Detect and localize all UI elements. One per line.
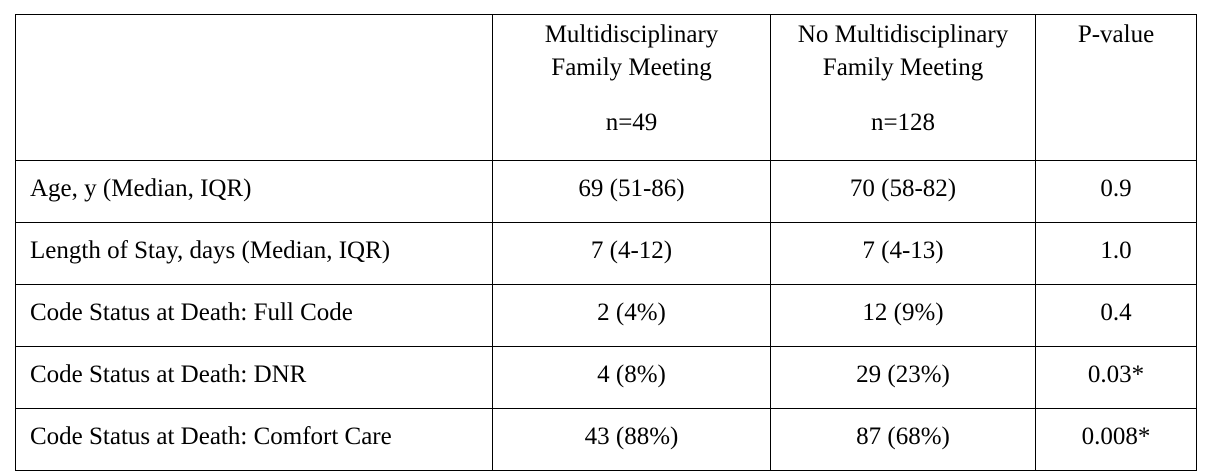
header-group2-n: n=128 [870,109,936,136]
row-label: Code Status at Death: Comfort Care [15,408,493,471]
header-group1: Multidisciplinary Family Meeting n=49 [492,14,771,161]
table-row: Code Status at Death: Comfort Care 43 (8… [15,408,1197,471]
header-pvalue-label: P-value [1077,21,1155,48]
row-group2-value: 70 (58-82) [770,160,1036,223]
table-row: Code Status at Death: DNR 4 (8%) 29 (23%… [15,346,1197,409]
row-group1-value: 69 (51-86) [492,160,771,223]
header-group2-line2: Family Meeting [822,54,984,81]
row-group2-value: 12 (9%) [770,284,1036,347]
header-pvalue: P-value [1035,14,1197,161]
table-row: Length of Stay, days (Median, IQR) 7 (4-… [15,222,1197,285]
comparison-table: Multidisciplinary Family Meeting n=49 No… [15,14,1197,471]
row-group2-value: 7 (4-13) [770,222,1036,285]
row-label: Code Status at Death: DNR [15,346,493,409]
header-group1-line1: Multidisciplinary [544,21,719,48]
row-label: Length of Stay, days (Median, IQR) [15,222,493,285]
header-group2: No Multidisciplinary Family Meeting n=12… [770,14,1036,161]
header-label-cell [15,14,493,161]
row-label: Code Status at Death: Full Code [15,284,493,347]
table-header-row: Multidisciplinary Family Meeting n=49 No… [15,14,1197,161]
row-pvalue: 0.4 [1035,284,1197,347]
table-row: Age, y (Median, IQR) 69 (51-86) 70 (58-8… [15,160,1197,223]
row-pvalue: 0.03* [1035,346,1197,409]
header-group1-n: n=49 [605,109,658,136]
row-pvalue: 1.0 [1035,222,1197,285]
row-group2-value: 87 (68%) [770,408,1036,471]
row-label: Age, y (Median, IQR) [15,160,493,223]
row-pvalue: 0.008* [1035,408,1197,471]
header-gap [771,84,1035,106]
header-group2-line1: No Multidisciplinary [797,21,1009,48]
row-group1-value: 4 (8%) [492,346,771,409]
row-group1-value: 2 (4%) [492,284,771,347]
row-group1-value: 7 (4-12) [492,222,771,285]
table-row: Code Status at Death: Full Code 2 (4%) 1… [15,284,1197,347]
row-group1-value: 43 (88%) [492,408,771,471]
header-group1-line2: Family Meeting [551,54,712,81]
header-gap [493,84,770,106]
row-group2-value: 29 (23%) [770,346,1036,409]
row-pvalue: 0.9 [1035,160,1197,223]
